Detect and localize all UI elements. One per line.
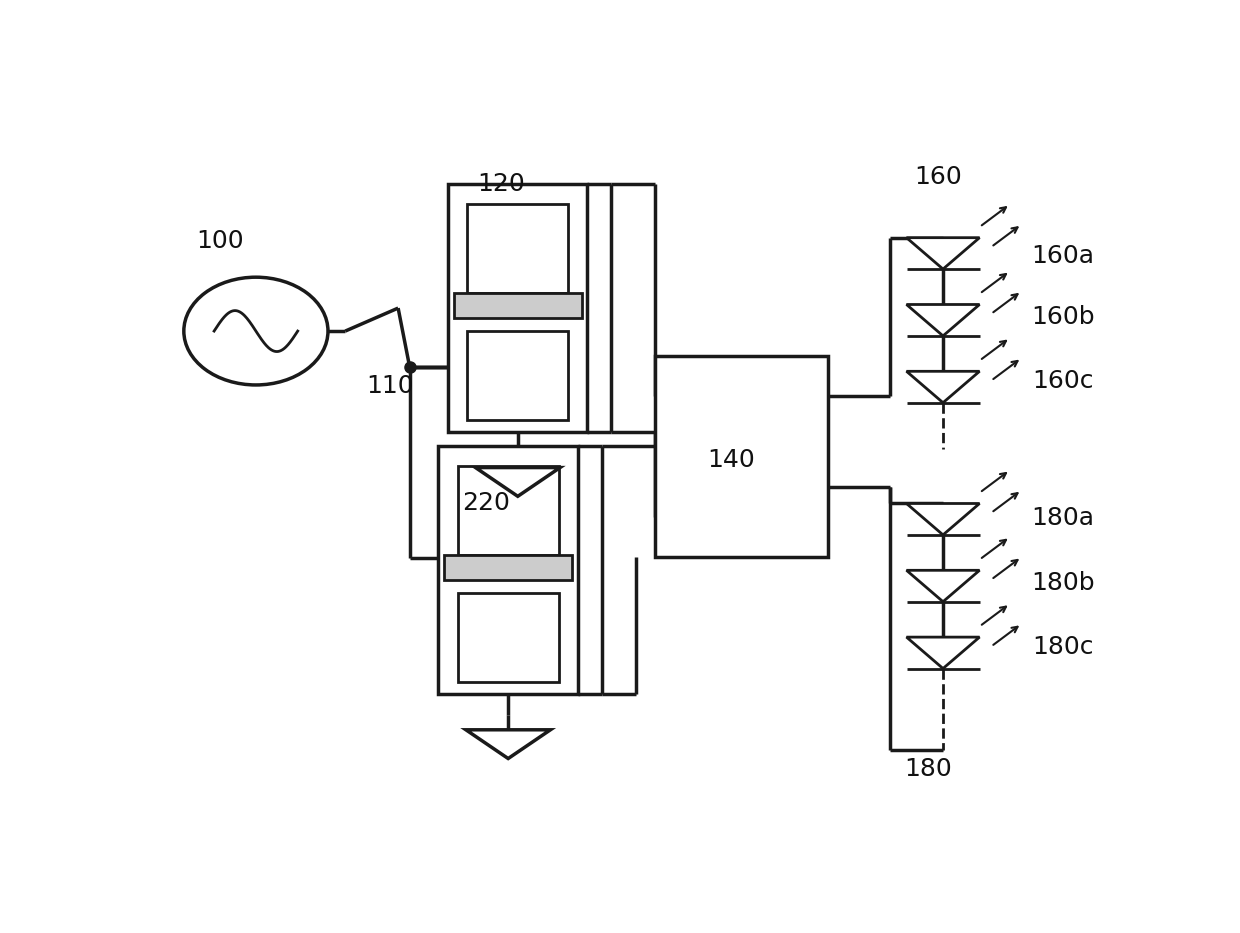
Polygon shape <box>466 730 551 759</box>
Text: 160a: 160a <box>1032 244 1095 268</box>
Bar <box>655 356 828 557</box>
Circle shape <box>184 277 327 385</box>
Bar <box>458 466 558 555</box>
Text: 160: 160 <box>914 164 962 188</box>
Text: 160c: 160c <box>1033 369 1094 394</box>
Bar <box>458 593 558 682</box>
Polygon shape <box>906 570 980 602</box>
Polygon shape <box>475 467 560 496</box>
Bar <box>467 203 568 293</box>
Text: 100: 100 <box>196 230 244 253</box>
Text: 180a: 180a <box>1032 506 1095 530</box>
Bar <box>454 293 582 317</box>
Bar <box>439 446 578 694</box>
Bar <box>444 555 572 580</box>
Polygon shape <box>906 238 980 269</box>
Polygon shape <box>906 304 980 336</box>
Polygon shape <box>906 504 980 535</box>
Text: 180b: 180b <box>1032 570 1095 594</box>
Text: 220: 220 <box>463 492 511 516</box>
Text: 140: 140 <box>708 449 755 472</box>
Bar <box>467 331 568 420</box>
Polygon shape <box>906 371 980 403</box>
Polygon shape <box>906 637 980 669</box>
Text: 180c: 180c <box>1033 635 1094 660</box>
Text: 120: 120 <box>477 172 525 196</box>
Bar <box>448 184 588 432</box>
Text: 110: 110 <box>367 374 414 398</box>
Text: 180: 180 <box>905 758 952 781</box>
Text: 160b: 160b <box>1032 305 1095 328</box>
